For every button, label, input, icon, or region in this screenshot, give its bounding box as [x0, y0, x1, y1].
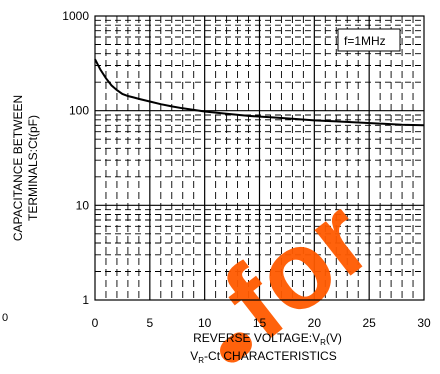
x-axis-label: REVERSE VOLTAGE:VR(V)	[193, 331, 342, 347]
x-tick-label: 20	[308, 316, 322, 330]
plot-frame	[94, 15, 425, 301]
annotation-box: f=1MHz	[337, 28, 401, 52]
x-tick-label: 15	[253, 316, 267, 330]
stray-tick-label: 0	[2, 312, 9, 324]
y-tick-label: 1	[82, 293, 89, 307]
x-tick-label: 25	[362, 316, 376, 330]
watermark-stroke	[220, 332, 252, 363]
annotation-text: f=1MHz	[344, 34, 386, 48]
x-tick-label: 5	[146, 316, 153, 330]
series-curve	[94, 58, 425, 127]
y-axis-label-line2: TERMINALS:Ct(pF)	[26, 115, 40, 221]
x-tick-label: 10	[198, 316, 212, 330]
y-tick-labels: 1 10 100 1000	[62, 9, 89, 307]
y-tick-label: 10	[76, 198, 90, 212]
x-tick-labels: 0 5 10 15 20 25 30	[92, 316, 431, 330]
grid	[95, 16, 424, 300]
y-tick-label: 100	[69, 104, 89, 118]
y-tick-label: 1000	[62, 9, 89, 23]
chart-title: VR-Ct CHARACTERISTICS	[190, 349, 336, 365]
x-tick-label: 0	[92, 316, 99, 330]
x-tick-label: 30	[417, 316, 431, 330]
y-axis-label-line1: CAPACITANCE BETWEEN	[11, 95, 25, 241]
